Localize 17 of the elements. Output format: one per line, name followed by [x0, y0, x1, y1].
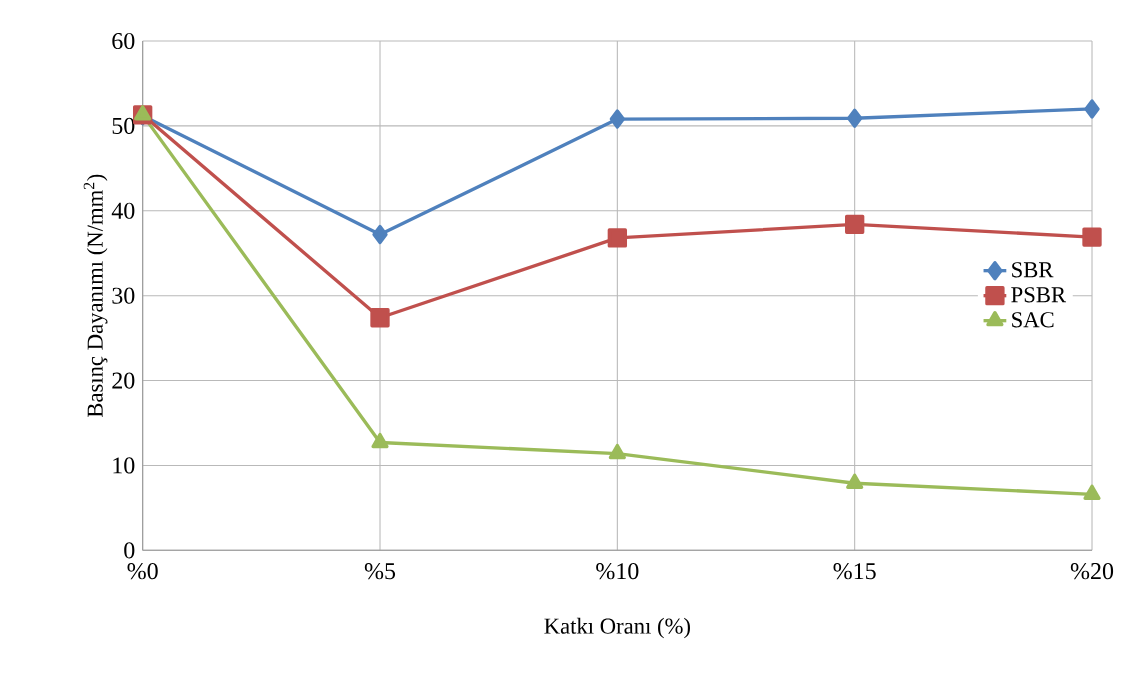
x-tick-label: %20: [1070, 563, 1114, 580]
x-tick-label: %15: [833, 563, 876, 580]
x-axis-title: Katkı Oranı (%): [544, 617, 690, 639]
y-tick-label: 30: [112, 287, 135, 304]
legend-label: PSBR: [1011, 287, 1067, 303]
y-tick-label: 50: [112, 117, 135, 134]
y-tick-label: 60: [112, 32, 135, 50]
legend-label: SBR: [1012, 262, 1054, 278]
y-tick-label: 20: [112, 372, 135, 389]
x-tick-label: %10: [596, 563, 639, 580]
x-tick-label: %5: [364, 563, 396, 580]
x-tick-label: %0: [127, 563, 158, 580]
y-tick-label: 10: [113, 457, 135, 474]
y-axis-title: Basınç Dayanımı (N/mm$^{2}$): [83, 174, 108, 418]
y-tick-label: 0: [124, 542, 135, 559]
legend-label: SAC: [1012, 312, 1054, 328]
y-tick-label: 40: [111, 202, 135, 219]
